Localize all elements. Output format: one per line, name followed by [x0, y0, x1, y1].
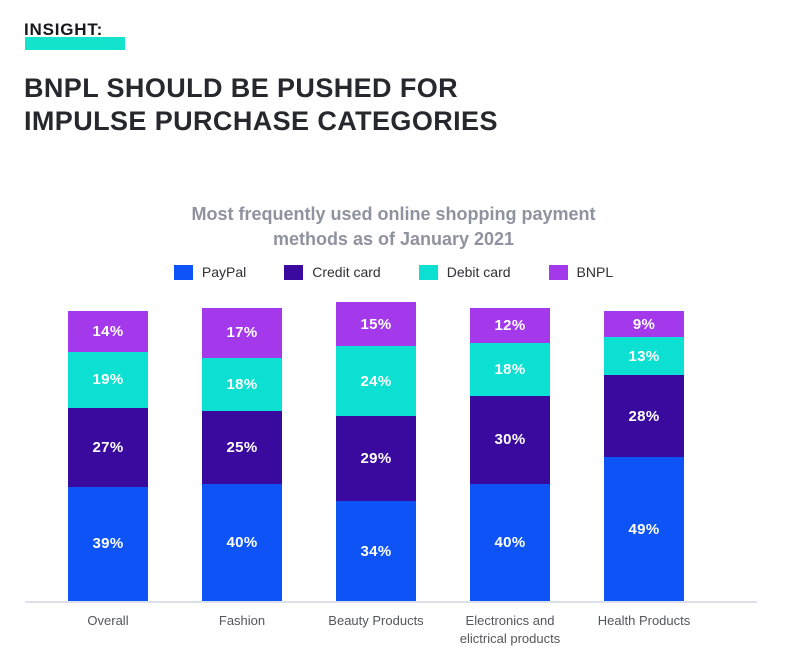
legend-swatch-icon — [173, 264, 193, 280]
bar-segment-debit-card: 18% — [202, 357, 282, 411]
segment-value-label: 30% — [494, 431, 526, 449]
stacked-bar: 49% 28% 13% 9% — [604, 310, 684, 601]
bar-segment-credit-card: 30% — [470, 395, 550, 484]
legend-item-paypal: PayPal — [173, 264, 247, 280]
segment-value-label: 18% — [494, 361, 526, 379]
bar-segment-credit-card: 29% — [336, 416, 416, 502]
category-label-cell: Fashion — [202, 612, 282, 647]
segment-value-label: 12% — [494, 317, 526, 335]
chart-legend: PayPal Credit card Debit card BNPL — [0, 264, 787, 280]
x-axis-labels: Overall Fashion Beauty Products Electronics… — [68, 612, 691, 647]
category-label: Fashion — [218, 613, 266, 628]
segment-value-label: 19% — [92, 371, 124, 389]
chart-title: Most frequently used online shopping pay… — [191, 204, 596, 249]
category-label-cell: Beauty Products — [328, 612, 423, 647]
x-axis-line — [25, 601, 757, 603]
legend-swatch-icon — [548, 264, 568, 280]
stacked-bar: 40% 25% 18% 17% — [202, 308, 282, 601]
segment-value-label: 29% — [360, 450, 392, 468]
bar-segment-paypal: 40% — [202, 483, 282, 601]
segment-value-label: 40% — [494, 533, 526, 551]
segment-value-label: 25% — [226, 438, 258, 456]
bar-segment-debit-card: 19% — [68, 351, 148, 408]
bar-segment-bnpl: 15% — [336, 302, 416, 347]
bar-segment-debit-card: 13% — [604, 337, 684, 376]
segment-value-label: 39% — [92, 535, 124, 553]
bar-segment-debit-card: 24% — [336, 346, 416, 417]
legend-item-bnpl: BNPL — [548, 264, 614, 280]
insight-highlight-bar — [25, 37, 125, 50]
category-label-cell: Overall — [68, 612, 148, 647]
segment-value-label: 27% — [92, 438, 124, 456]
legend-swatch-icon — [418, 264, 438, 280]
category-label: Health Products — [597, 613, 691, 628]
stacked-bar: 39% 27% 19% 14% — [68, 310, 148, 601]
chart-title-row: Most frequently used online shopping pay… — [0, 202, 787, 252]
bar-segment-paypal: 39% — [68, 486, 148, 601]
stacked-bar: 40% 30% 18% 12% — [470, 308, 550, 601]
insight-label: INSIGHT: — [24, 20, 104, 39]
legend-label: PayPal — [201, 264, 247, 280]
segment-value-label: 24% — [360, 372, 392, 390]
bars-area: 39% 27% 19% 14% 40% 25% 18% 17% 34% 29% 24% 15% 40% 3… — [68, 302, 684, 601]
segment-value-label: 18% — [226, 375, 258, 393]
bar-segment-bnpl: 9% — [604, 310, 684, 338]
bar-segment-credit-card: 27% — [68, 407, 148, 487]
legend-item-credit-card: Credit card — [284, 264, 381, 280]
category-label-cell: Health Products — [598, 612, 691, 647]
segment-value-label: 40% — [226, 533, 258, 551]
bar-segment-credit-card: 25% — [202, 410, 282, 484]
segment-value-label: 14% — [92, 322, 124, 340]
category-label: Overall — [87, 613, 129, 628]
segment-value-label: 15% — [360, 315, 392, 333]
bar-segment-credit-card: 28% — [604, 375, 684, 458]
legend-label: Debit card — [446, 264, 511, 280]
bar-segment-debit-card: 18% — [470, 343, 550, 396]
segment-value-label: 49% — [628, 520, 660, 538]
bar-segment-bnpl: 14% — [68, 310, 148, 352]
bar-segment-bnpl: 17% — [202, 308, 282, 358]
stacked-bar: 34% 29% 24% 15% — [336, 302, 416, 601]
category-label: Electronics and elictrical products — [459, 613, 561, 646]
legend-label: BNPL — [576, 264, 614, 280]
bar-segment-paypal: 34% — [336, 501, 416, 601]
bar-segment-paypal: 49% — [604, 457, 684, 601]
segment-value-label: 13% — [628, 347, 660, 365]
page-title: BNPL SHOULD BE PUSHED FOR IMPULSE PURCHA… — [24, 73, 498, 137]
segment-value-label: 34% — [360, 542, 392, 560]
category-label-cell: Electronics and elictrical products — [460, 612, 560, 647]
segment-value-label: 17% — [226, 324, 258, 342]
segment-value-label: 28% — [628, 407, 660, 425]
legend-item-debit-card: Debit card — [418, 264, 511, 280]
legend-label: Credit card — [312, 264, 381, 280]
insight-tag: INSIGHT: — [24, 20, 125, 50]
bar-segment-bnpl: 12% — [470, 308, 550, 344]
segment-value-label: 9% — [632, 315, 656, 333]
bar-segment-paypal: 40% — [470, 483, 550, 601]
legend-swatch-icon — [284, 264, 304, 280]
category-label: Beauty Products — [328, 613, 424, 628]
